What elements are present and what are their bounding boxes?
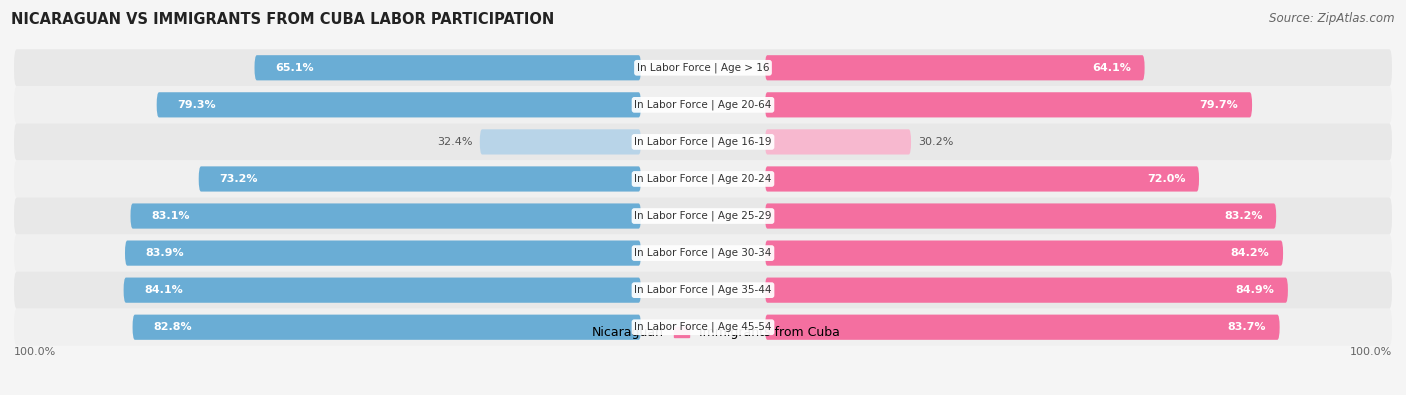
FancyBboxPatch shape [156,92,641,117]
Text: Source: ZipAtlas.com: Source: ZipAtlas.com [1270,12,1395,25]
Text: 30.2%: 30.2% [918,137,953,147]
Text: 64.1%: 64.1% [1092,63,1130,73]
Text: 73.2%: 73.2% [219,174,257,184]
Text: 100.0%: 100.0% [14,347,56,357]
FancyBboxPatch shape [765,314,1279,340]
Text: In Labor Force | Age 20-24: In Labor Force | Age 20-24 [634,174,772,184]
Text: NICARAGUAN VS IMMIGRANTS FROM CUBA LABOR PARTICIPATION: NICARAGUAN VS IMMIGRANTS FROM CUBA LABOR… [11,12,554,27]
Text: 79.3%: 79.3% [177,100,217,110]
FancyBboxPatch shape [14,308,1392,346]
FancyBboxPatch shape [14,87,1392,123]
FancyBboxPatch shape [124,278,641,303]
Text: 84.2%: 84.2% [1230,248,1270,258]
Text: 83.9%: 83.9% [146,248,184,258]
Text: In Labor Force | Age 35-44: In Labor Force | Age 35-44 [634,285,772,295]
Text: 65.1%: 65.1% [276,63,314,73]
Text: In Labor Force | Age 45-54: In Labor Force | Age 45-54 [634,322,772,333]
FancyBboxPatch shape [125,241,641,266]
FancyBboxPatch shape [131,203,641,229]
FancyBboxPatch shape [198,166,641,192]
Text: 79.7%: 79.7% [1199,100,1239,110]
Legend: Nicaraguan, Immigrants from Cuba: Nicaraguan, Immigrants from Cuba [561,322,845,344]
FancyBboxPatch shape [14,160,1392,198]
Text: In Labor Force | Age 20-64: In Labor Force | Age 20-64 [634,100,772,110]
FancyBboxPatch shape [14,123,1392,160]
Text: In Labor Force | Age 25-29: In Labor Force | Age 25-29 [634,211,772,221]
Text: 84.1%: 84.1% [145,285,183,295]
FancyBboxPatch shape [765,55,1144,81]
Text: In Labor Force | Age > 16: In Labor Force | Age > 16 [637,62,769,73]
Text: 83.7%: 83.7% [1227,322,1265,332]
FancyBboxPatch shape [765,92,1253,117]
FancyBboxPatch shape [132,314,641,340]
FancyBboxPatch shape [479,129,641,154]
FancyBboxPatch shape [765,241,1284,266]
Text: 83.1%: 83.1% [152,211,190,221]
FancyBboxPatch shape [14,272,1392,308]
FancyBboxPatch shape [765,129,911,154]
Text: 72.0%: 72.0% [1147,174,1185,184]
Text: 84.9%: 84.9% [1236,285,1274,295]
FancyBboxPatch shape [14,198,1392,235]
Text: 32.4%: 32.4% [437,137,472,147]
FancyBboxPatch shape [765,166,1199,192]
Text: 83.2%: 83.2% [1223,211,1263,221]
FancyBboxPatch shape [254,55,641,81]
FancyBboxPatch shape [14,49,1392,87]
FancyBboxPatch shape [765,203,1277,229]
FancyBboxPatch shape [14,235,1392,272]
Text: In Labor Force | Age 30-34: In Labor Force | Age 30-34 [634,248,772,258]
FancyBboxPatch shape [765,278,1288,303]
Text: In Labor Force | Age 16-19: In Labor Force | Age 16-19 [634,137,772,147]
Text: 100.0%: 100.0% [1350,347,1392,357]
Text: 82.8%: 82.8% [153,322,191,332]
